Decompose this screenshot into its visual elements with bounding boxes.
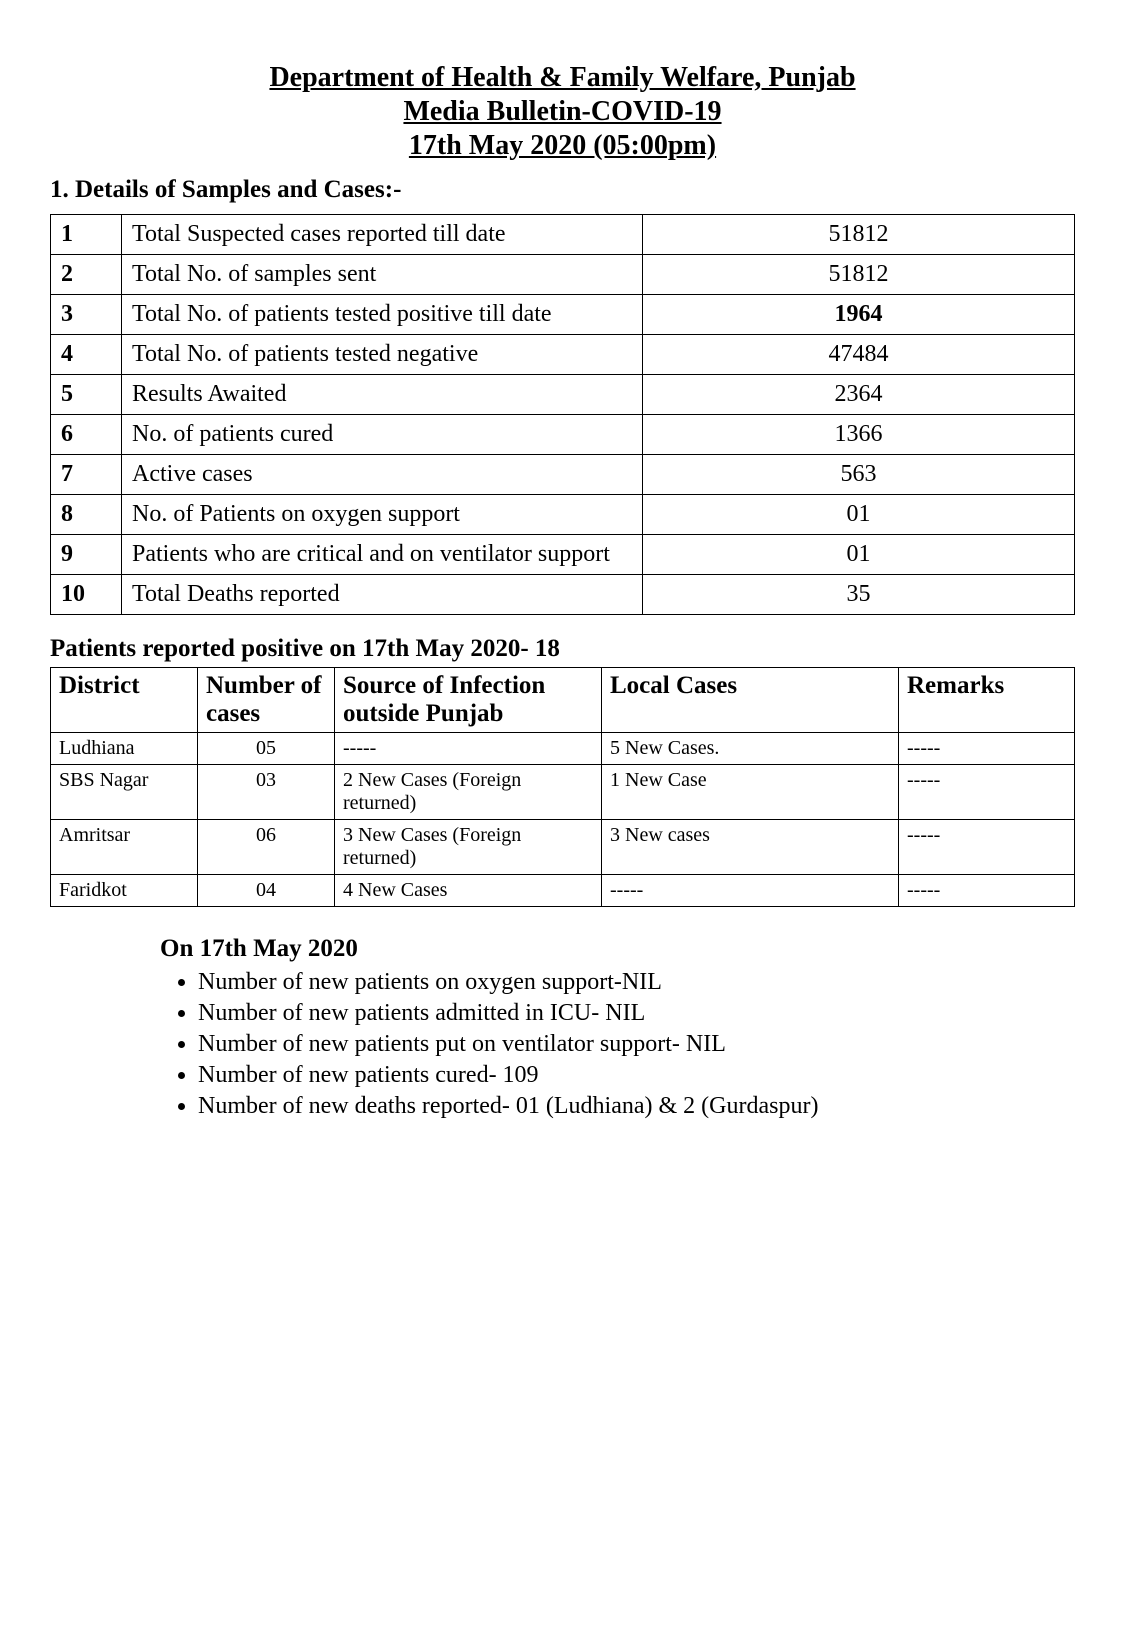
row-number: 3 <box>51 295 122 335</box>
district-cell: SBS Nagar <box>51 765 198 820</box>
header-line-2: Media Bulletin-COVID-19 <box>50 96 1075 128</box>
local-cell: 3 New cases <box>602 820 899 875</box>
section2-heading: Patients reported positive on 17th May 2… <box>50 635 1075 663</box>
row-label: Total No. of patients tested positive ti… <box>122 295 643 335</box>
row-number: 1 <box>51 215 122 255</box>
list-item: Number of new deaths reported- 01 (Ludhi… <box>198 1093 1075 1120</box>
row-label: Results Awaited <box>122 375 643 415</box>
num-cases-cell: 03 <box>198 765 335 820</box>
table-row: Ludhiana05-----5 New Cases.----- <box>51 733 1075 765</box>
header-line-1: Department of Health & Family Welfare, P… <box>50 62 1075 94</box>
list-item: Number of new patients cured- 109 <box>198 1062 1075 1089</box>
row-value: 51812 <box>643 255 1075 295</box>
row-value: 01 <box>643 495 1075 535</box>
row-value: 35 <box>643 575 1075 615</box>
table-row: 2Total No. of samples sent51812 <box>51 255 1075 295</box>
table-row: 8No. of Patients on oxygen support01 <box>51 495 1075 535</box>
source-cell: ----- <box>335 733 602 765</box>
row-label: Total No. of patients tested negative <box>122 335 643 375</box>
local-cell: ----- <box>602 875 899 907</box>
table-row: 6No. of patients cured1366 <box>51 415 1075 455</box>
remarks-cell: ----- <box>899 820 1075 875</box>
col-source-infection: Source of Infection outside Punjab <box>335 668 602 733</box>
row-number: 4 <box>51 335 122 375</box>
row-label: Active cases <box>122 455 643 495</box>
row-value: 01 <box>643 535 1075 575</box>
table-row: 10Total Deaths reported35 <box>51 575 1075 615</box>
table-row: Faridkot044 New Cases---------- <box>51 875 1075 907</box>
header-line-3: 17th May 2020 (05:00pm) <box>50 130 1075 162</box>
table-row: Amritsar063 New Cases (Foreign returned)… <box>51 820 1075 875</box>
local-cell: 1 New Case <box>602 765 899 820</box>
source-cell: 2 New Cases (Foreign returned) <box>335 765 602 820</box>
list-item: Number of new patients put on ventilator… <box>198 1031 1075 1058</box>
table-row: 3Total No. of patients tested positive t… <box>51 295 1075 335</box>
table-row: 9Patients who are critical and on ventil… <box>51 535 1075 575</box>
district-table-header-row: District Number of cases Source of Infec… <box>51 668 1075 733</box>
row-value: 1964 <box>643 295 1075 335</box>
table-row: SBS Nagar032 New Cases (Foreign returned… <box>51 765 1075 820</box>
table-row: 7Active cases563 <box>51 455 1075 495</box>
table-row: 5Results Awaited2364 <box>51 375 1075 415</box>
num-cases-cell: 06 <box>198 820 335 875</box>
district-cell: Amritsar <box>51 820 198 875</box>
source-cell: 4 New Cases <box>335 875 602 907</box>
row-label: No. of patients cured <box>122 415 643 455</box>
district-cell: Ludhiana <box>51 733 198 765</box>
row-label: Patients who are critical and on ventila… <box>122 535 643 575</box>
row-number: 5 <box>51 375 122 415</box>
district-table: District Number of cases Source of Infec… <box>50 667 1075 907</box>
table-row: 4Total No. of patients tested negative47… <box>51 335 1075 375</box>
row-value: 1366 <box>643 415 1075 455</box>
row-number: 10 <box>51 575 122 615</box>
table-row: 1Total Suspected cases reported till dat… <box>51 215 1075 255</box>
col-district: District <box>51 668 198 733</box>
samples-cases-table: 1Total Suspected cases reported till dat… <box>50 214 1075 615</box>
row-number: 6 <box>51 415 122 455</box>
row-number: 2 <box>51 255 122 295</box>
list-item: Number of new patients on oxygen support… <box>198 969 1075 996</box>
section1-heading: 1. Details of Samples and Cases:- <box>50 176 1075 204</box>
row-number: 7 <box>51 455 122 495</box>
summary-bullets: Number of new patients on oxygen support… <box>170 969 1075 1120</box>
row-value: 2364 <box>643 375 1075 415</box>
remarks-cell: ----- <box>899 765 1075 820</box>
row-label: No. of Patients on oxygen support <box>122 495 643 535</box>
row-value: 51812 <box>643 215 1075 255</box>
num-cases-cell: 05 <box>198 733 335 765</box>
row-value: 47484 <box>643 335 1075 375</box>
col-number-of-cases: Number of cases <box>198 668 335 733</box>
num-cases-cell: 04 <box>198 875 335 907</box>
local-cell: 5 New Cases. <box>602 733 899 765</box>
row-number: 9 <box>51 535 122 575</box>
remarks-cell: ----- <box>899 733 1075 765</box>
section3-heading: On 17th May 2020 <box>160 935 1075 963</box>
col-remarks: Remarks <box>899 668 1075 733</box>
list-item: Number of new patients admitted in ICU- … <box>198 1000 1075 1027</box>
row-value: 563 <box>643 455 1075 495</box>
row-label: Total Deaths reported <box>122 575 643 615</box>
source-cell: 3 New Cases (Foreign returned) <box>335 820 602 875</box>
remarks-cell: ----- <box>899 875 1075 907</box>
row-number: 8 <box>51 495 122 535</box>
row-label: Total Suspected cases reported till date <box>122 215 643 255</box>
row-label: Total No. of samples sent <box>122 255 643 295</box>
col-local-cases: Local Cases <box>602 668 899 733</box>
district-cell: Faridkot <box>51 875 198 907</box>
